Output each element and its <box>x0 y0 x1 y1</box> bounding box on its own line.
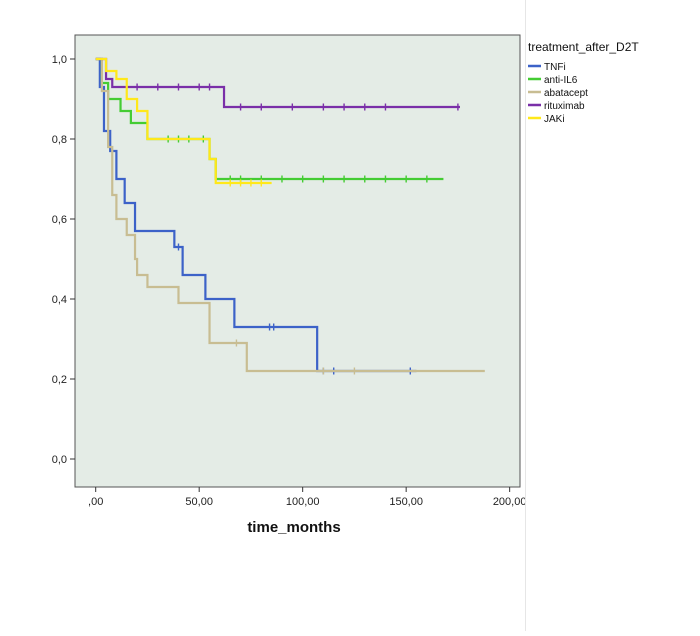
x-tick-label: 100,00 <box>286 496 320 508</box>
x-axis-title: time_months <box>247 519 340 536</box>
x-tick-label: 200,00 <box>493 496 527 508</box>
series-layer <box>95 57 485 375</box>
y-tick-label: 0,4 <box>52 294 67 306</box>
panel-divider <box>525 0 526 631</box>
y-tick-label: 1,0 <box>52 54 67 66</box>
x-tick-label: 50,00 <box>185 496 213 508</box>
x-tick-label: ,00 <box>88 496 103 508</box>
y-tick-label: 0,0 <box>52 454 67 466</box>
legend-entry: TNFi <box>544 62 566 73</box>
series-line <box>95 57 485 373</box>
legend-entry: rituximab <box>544 101 585 112</box>
legend-title: treatment_after_D2T <box>528 40 639 54</box>
y-tick-label: 0,6 <box>52 214 67 226</box>
legend-entry: anti-IL6 <box>544 75 578 86</box>
legend: treatment_after_D2T TNFi anti-IL6 abatacep… <box>528 40 639 125</box>
x-tick-label: 150,00 <box>389 496 423 508</box>
y-tick-label: 0,8 <box>52 134 67 146</box>
series-line <box>95 57 417 373</box>
y-tick-label: 0,2 <box>52 374 67 386</box>
legend-entry: JAKi <box>544 114 565 125</box>
x-axis: ,00 50,00 100,00 150,00 200,00 <box>88 487 526 508</box>
y-axis: 0,0 0,2 0,4 0,6 0,8 1,0 <box>52 54 75 466</box>
series-line <box>95 57 272 185</box>
legend-entry: abatacept <box>544 88 588 99</box>
series-abatacept <box>95 57 485 375</box>
series-JAKi <box>95 57 272 187</box>
plot-area <box>74 34 521 488</box>
